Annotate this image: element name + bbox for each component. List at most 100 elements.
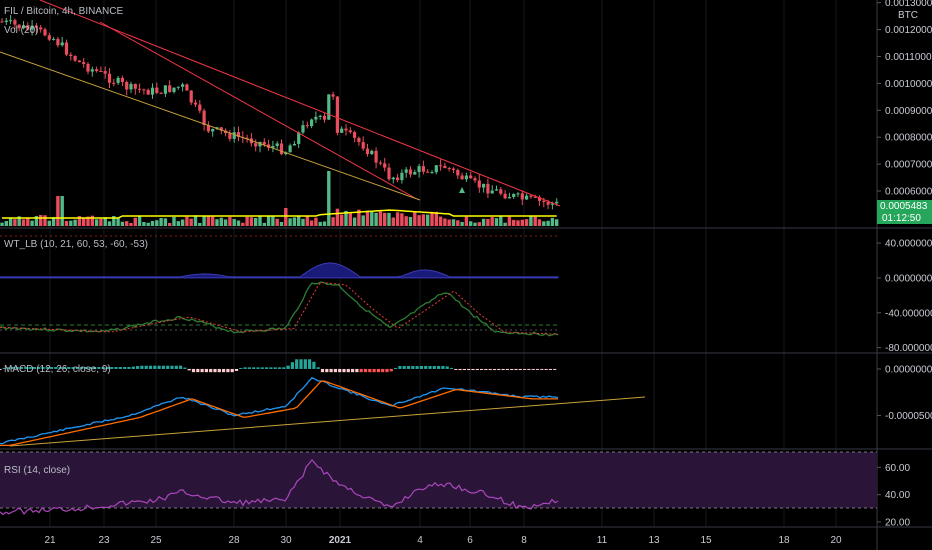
macd-hist-bar [136,366,140,369]
candle [90,66,94,77]
volume-bar [512,219,516,226]
candle [469,171,473,179]
volume-bar [374,212,378,226]
candle [86,62,90,75]
volume-bar [8,217,13,226]
x-tick-label: 28 [228,535,240,546]
macd-hist-bar [505,368,509,371]
x-axis[interactable]: 21 23 25 28 30 2021 4 6 8 11 13 15 18 20 [44,535,842,546]
macd-hist-bar [213,368,217,373]
macd-hist-bar [402,365,406,369]
volume-bar [408,216,413,226]
candle [529,194,533,199]
candle [4,17,8,26]
volume-bar [211,216,215,226]
candle [396,173,400,183]
candle [305,121,309,129]
candle [357,136,361,146]
macd-hist-bar [316,367,320,369]
macd-hist-bar [368,368,372,373]
macd-hist-bar [531,368,535,370]
volume-bar [155,220,159,226]
volume-bar [430,211,434,226]
candle [456,168,460,179]
volume-bar [550,217,555,226]
candle [443,162,447,169]
volume-bar [327,171,331,226]
macd-hist-bar [462,368,466,371]
macd-hist-bar [62,367,67,369]
volume-bar [39,215,43,226]
macd-hist-bar [183,367,187,369]
macd-hist-bar [432,365,436,369]
macd-hist-bar [234,368,239,371]
candles[interactable] [0,14,559,210]
volume-bar [223,219,228,226]
macd-hist-bar [11,367,15,369]
y-tick-label: 0.0000000 [885,364,932,375]
volume-bar [73,219,77,226]
macd-hist-bar [376,368,380,373]
volume-bar [387,212,391,226]
candle [486,178,490,198]
volume-bar [516,220,520,226]
macd-hist-bar [394,367,398,369]
macd-hist-bar [471,368,475,371]
candle [482,183,486,193]
rsi-band [0,452,877,508]
macd-hist-bar [535,368,540,370]
volume-bar [202,216,206,226]
macd-hist-bar [265,367,269,369]
candle [318,114,322,120]
candle [0,18,4,23]
macd-hist-bar [260,367,264,369]
volume-bar [90,215,94,226]
volume-bar [129,222,133,226]
macd-hist-bar [2,367,6,369]
volume-bars [0,171,559,226]
volume-bar [86,216,90,226]
currency-label: BTC [898,10,918,21]
macd-hist-bar [351,368,355,373]
candle [378,160,382,166]
macd-hist-bar [518,368,522,371]
candle [47,32,51,42]
macd-hist-bar [492,368,497,371]
volume-bar [219,217,223,226]
x-tick-label: 23 [98,535,110,546]
x-tick-label: 6 [467,535,473,546]
candle [228,129,232,142]
candle [202,108,206,131]
volume-bar [456,220,460,226]
wt-histogram-area [0,262,559,279]
macd-hist-bar [454,368,458,370]
candle [206,121,210,134]
macd-hist-bar [363,368,368,373]
candle [125,80,129,96]
y-tick-label: -40.0000000 [885,308,932,319]
y-tick-label: -0.0000500 [885,411,932,422]
macd-hist-bar [299,359,303,369]
candle [361,136,365,151]
candle [236,126,241,142]
volume-bar [370,211,374,226]
macd-hist-bar [196,368,200,373]
volume-bar [292,217,297,226]
x-tick-label: 30 [280,535,292,546]
candle [331,91,335,100]
macd-hist-bar [329,368,333,373]
volume-bar [43,215,47,226]
candle [9,14,13,25]
volume-bar [249,217,254,226]
upper-trendline [39,0,561,207]
candle [537,195,542,206]
macd-hist-bar [325,368,329,373]
macd-hist-bar [200,368,204,373]
trendlines[interactable] [0,0,646,447]
candle [56,36,60,48]
macd-hist-bar [540,368,544,370]
candle [408,166,413,178]
candle [413,169,417,176]
volume-bar [361,215,365,226]
